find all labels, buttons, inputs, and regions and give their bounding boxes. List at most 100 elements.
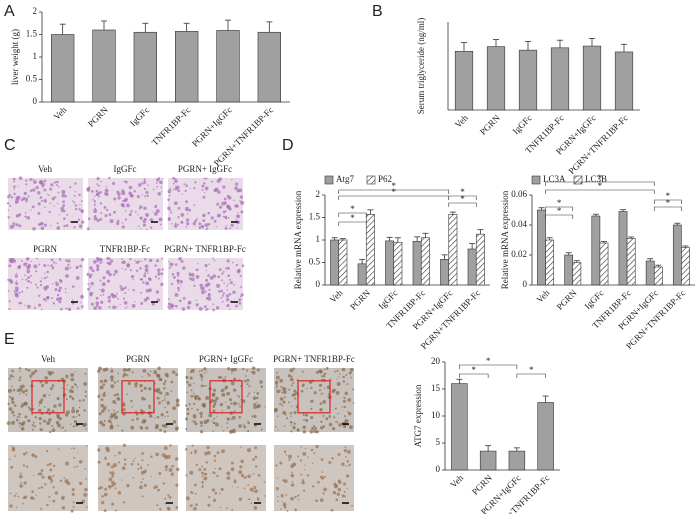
cell-stain (124, 197, 128, 202)
image-caption: IgGFc (114, 164, 137, 174)
cell-stain (13, 494, 16, 497)
cell-stain (8, 300, 11, 303)
cell-stain (221, 410, 224, 412)
cell-stain (233, 480, 237, 484)
cell-stain (88, 218, 90, 220)
cell-stain (27, 276, 30, 279)
cell-stain (57, 423, 61, 428)
y-axis-label: liver weight (g) (10, 29, 20, 85)
y-tick-label: 0.5 (309, 257, 321, 267)
cell-stain (135, 269, 139, 272)
cell-stain (193, 420, 196, 424)
cell-stain (156, 396, 160, 400)
cell-stain (95, 296, 99, 300)
significance-bracket (459, 373, 489, 378)
cell-stain (211, 180, 214, 183)
error-bar (266, 21, 273, 33)
cell-stain (169, 210, 172, 212)
micrograph (184, 366, 267, 434)
cell-stain (114, 269, 119, 274)
cell-stain (52, 302, 55, 305)
cell-stain (64, 288, 67, 290)
cell-stain (19, 425, 21, 428)
cell-stain (130, 210, 133, 213)
cell-stain (19, 484, 23, 488)
cell-stain (204, 283, 209, 288)
cell-stain (110, 422, 113, 424)
cell-stain (110, 384, 115, 389)
cell-stain (352, 388, 355, 391)
cell-stain (256, 497, 259, 500)
cell-stain (29, 178, 33, 181)
cell-stain (188, 272, 191, 275)
cell-stain (243, 477, 246, 479)
cell-stain (198, 397, 201, 401)
cell-stain (201, 480, 204, 484)
error-bar (339, 238, 346, 240)
cell-stain (244, 475, 247, 479)
cell-stain (276, 389, 281, 394)
cell-stain (201, 471, 204, 475)
cell-stain (251, 415, 254, 418)
x-tick-label: Veh (328, 287, 345, 304)
cell-stain (325, 366, 329, 370)
cell-stain (230, 467, 235, 472)
error-bar (682, 245, 689, 248)
cell-stain (226, 417, 230, 421)
cell-stain (240, 210, 244, 214)
cell-stain (211, 488, 216, 492)
cell-stain (306, 474, 310, 477)
cell-stain (206, 227, 209, 230)
cell-stain (169, 444, 172, 447)
micrograph (7, 257, 85, 312)
cell-stain (212, 421, 216, 425)
cell-stain (17, 185, 19, 188)
cell-stain (322, 425, 326, 428)
cell-stain (108, 272, 112, 277)
cell-stain (193, 416, 196, 419)
cell-stain (140, 302, 144, 305)
cell-stain (31, 413, 33, 416)
cell-stain (275, 487, 279, 491)
bar (338, 239, 348, 286)
cell-stain (164, 406, 166, 409)
cell-stain (141, 495, 144, 498)
cell-stain (233, 199, 235, 202)
cell-stain (124, 292, 127, 294)
cell-stain (343, 482, 346, 486)
cell-stain (239, 274, 242, 277)
cell-stain (168, 261, 171, 263)
cell-stain (341, 406, 343, 408)
cell-stain (44, 376, 48, 380)
cell-stain (290, 496, 295, 501)
cell-stain (193, 284, 196, 287)
cell-stain (291, 384, 293, 387)
cell-stain (53, 205, 55, 207)
cell-stain (74, 371, 76, 373)
cell-stain (172, 370, 176, 374)
cell-stain (97, 448, 101, 452)
y-tick-label: 1.5 (309, 212, 321, 222)
bar (92, 29, 116, 103)
cell-stain (148, 374, 151, 377)
cell-stain (93, 260, 97, 264)
bar (479, 450, 497, 471)
bar (175, 31, 199, 103)
cell-stain (146, 372, 149, 375)
cell-stain (233, 367, 237, 372)
cell-stain (24, 212, 27, 214)
cell-stain (341, 367, 346, 372)
cell-stain (248, 392, 251, 395)
cell-stain (71, 285, 75, 288)
cell-stain (235, 304, 238, 308)
cell-stain (139, 216, 143, 220)
cell-stain (29, 374, 33, 378)
y-tick-label: 2 (316, 189, 321, 199)
cell-stain (343, 448, 347, 453)
cell-stain (63, 477, 65, 479)
cell-stain (240, 459, 244, 464)
cell-stain (279, 397, 284, 401)
cell-stain (223, 282, 225, 284)
cell-stain (240, 446, 242, 448)
cell-stain (207, 211, 211, 215)
